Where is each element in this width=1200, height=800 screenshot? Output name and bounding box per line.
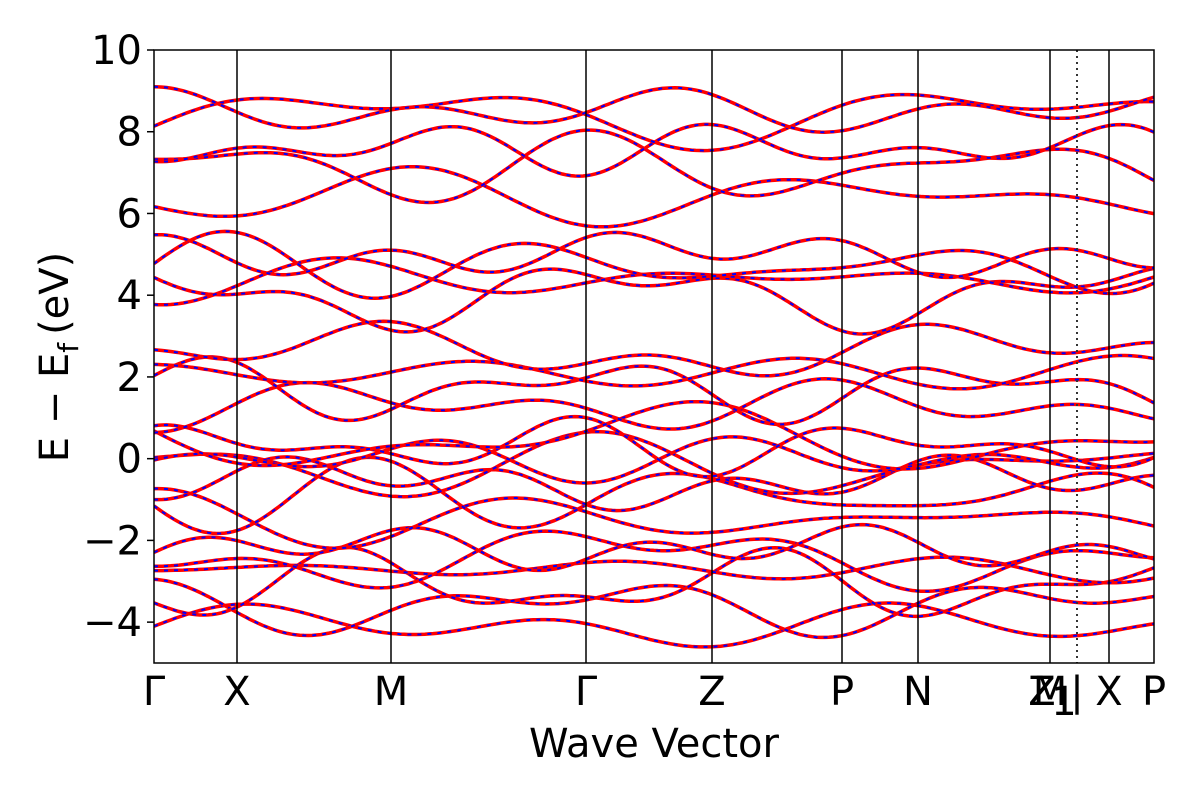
- x-tick-label: Z: [698, 669, 725, 715]
- band-line-overlay: [154, 256, 1154, 306]
- band-line-overlay: [154, 456, 1154, 535]
- band-line-overlay: [154, 400, 1154, 471]
- plot-frame: [153, 49, 1155, 664]
- band-line: [154, 529, 1154, 594]
- band-line-overlay: [154, 454, 1154, 512]
- band-line: [154, 266, 1154, 336]
- y-tick-label: 2: [117, 355, 142, 401]
- band-line: [154, 545, 1154, 619]
- x-tick-label: X: [1095, 669, 1122, 715]
- x-tick-label: Z: [1028, 669, 1055, 715]
- band-line-overlay: [154, 230, 1154, 300]
- band-line-overlay: [154, 85, 1154, 134]
- band-line-overlay: [154, 231, 1154, 279]
- y-tick-label: 10: [91, 28, 142, 74]
- band-line: [154, 486, 1154, 550]
- x-tick-label: Γ: [143, 669, 166, 715]
- y-axis-label-main: E − E: [32, 353, 78, 463]
- x-axis-label: Wave Vector: [529, 721, 780, 767]
- band-line-overlay: [154, 415, 1154, 478]
- x-tick-label: 1: [1051, 679, 1076, 725]
- y-tick-label: 0: [117, 437, 142, 483]
- band-line-overlay: [154, 487, 1154, 550]
- y-tick-label: −4: [83, 600, 142, 646]
- y-tick-label: 6: [117, 191, 142, 237]
- y-axis-label-sub: f: [52, 342, 85, 353]
- x-tick-label: |: [1070, 669, 1083, 715]
- band-line: [154, 122, 1154, 178]
- x-axis-ticks: Γ X M Γ Z P N ZM1| X P: [143, 669, 1166, 725]
- band-line-overlay: [154, 165, 1154, 228]
- y-tick-label: 4: [117, 273, 142, 319]
- band-line-overlay: [154, 93, 1154, 152]
- y-axis-label: E − Ef (eV): [32, 252, 85, 463]
- band-line-overlay: [154, 123, 1154, 178]
- band-line: [154, 601, 1154, 649]
- band-line-overlay: [154, 602, 1154, 648]
- band-line-overlay: [154, 355, 1154, 426]
- band-line: [154, 353, 1154, 391]
- y-axis-label-unit: (eV): [32, 252, 78, 335]
- y-tick-label: 8: [117, 110, 142, 156]
- x-tick-label: N: [903, 669, 933, 715]
- band-line: [154, 85, 1154, 134]
- x-tick-label: P: [830, 669, 854, 715]
- x-tick-label: X: [223, 669, 250, 715]
- band-line-overlay: [154, 556, 1154, 584]
- band-lines-group: [154, 85, 1154, 649]
- band-line-overlay: [154, 430, 1154, 498]
- high-symmetry-lines-group: [236, 50, 1110, 663]
- y-axis-ticks: −4 −2 0 2 4 6 8 10: [83, 28, 154, 646]
- x-tick-label: M: [374, 669, 409, 715]
- band-line-overlay: [154, 523, 1154, 572]
- x-tick-label: Γ: [575, 669, 598, 715]
- band-line-overlay: [154, 578, 1154, 639]
- x-tick-label: M: [1033, 669, 1068, 715]
- y-tick-label: −2: [83, 518, 142, 564]
- band-line-overlay: [154, 546, 1154, 618]
- band-line-overlay: [154, 267, 1154, 336]
- x-tick-label: P: [1142, 669, 1166, 715]
- band-line-overlay: [154, 320, 1154, 377]
